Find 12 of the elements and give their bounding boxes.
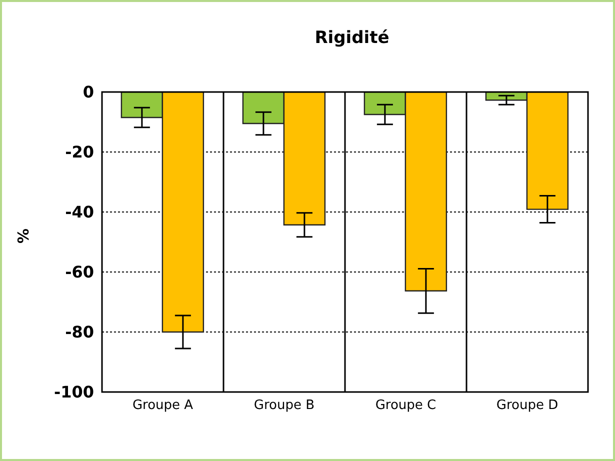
x-tick-label: Groupe D: [496, 398, 558, 414]
y-tick-label: 0: [82, 82, 94, 102]
y-tick-label: -80: [65, 322, 94, 342]
y-tick-label: -20: [65, 142, 94, 162]
x-tick-label: Groupe A: [132, 398, 194, 414]
y-axis-title: %: [14, 228, 33, 244]
x-tick-label: Groupe B: [254, 398, 315, 414]
chart-title: Rigidité: [314, 28, 390, 48]
y-tick-label: -60: [65, 262, 94, 282]
x-tick-label: Groupe C: [375, 398, 436, 414]
y-tick-label: -40: [65, 202, 94, 222]
y-tick-label: -100: [54, 382, 94, 402]
